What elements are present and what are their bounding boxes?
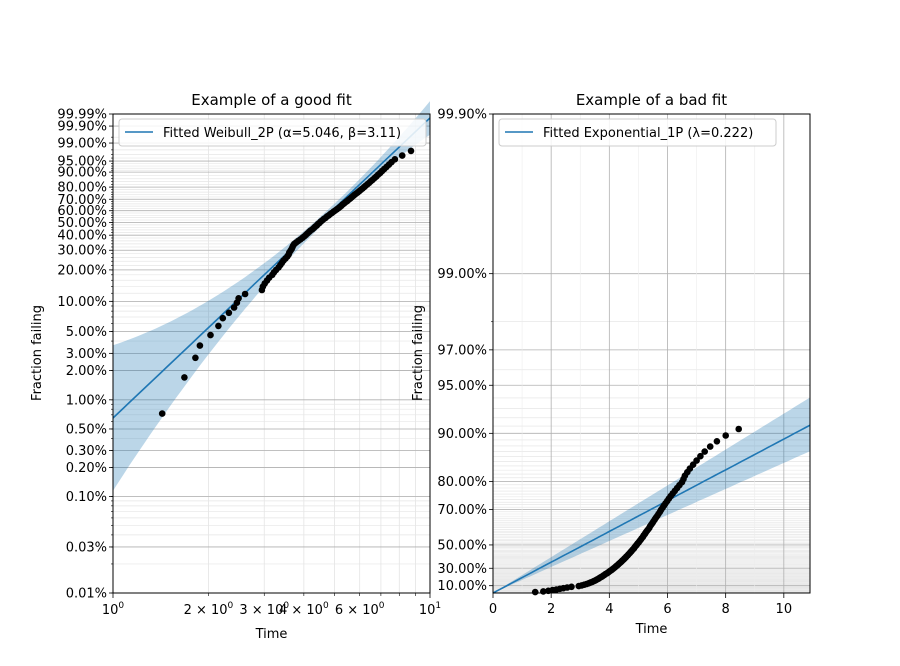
- bad-fit-x-tick-label: 0: [489, 602, 497, 617]
- bad-fit-x-tick-label: 2: [547, 602, 555, 617]
- good-fit-y-tick-label: 20.00%: [57, 263, 107, 278]
- bad-fit-x-tick-label: 4: [605, 602, 613, 617]
- good-fit-x-minor-tick-label: 4 × 100: [279, 601, 329, 618]
- good-fit-y-tick-label: 10.00%: [57, 295, 107, 310]
- bad-fit-legend-box: [498, 118, 777, 147]
- good-fit-weibull-line: [112, 117, 431, 419]
- good-fit-legend-label: Fitted Weibull_2P (α=5.046, β=3.11): [163, 126, 401, 141]
- bad-fit-data-point: [706, 443, 714, 450]
- bad-fit-data-point: [531, 588, 539, 596]
- good-fit-y-tick-label: 50.00%: [57, 216, 107, 231]
- good-fit-y-tick-label: 80.00%: [57, 181, 107, 196]
- good-fit-data-point: [241, 290, 249, 298]
- good-fit-y-tick-label: 99.90%: [57, 120, 107, 135]
- good-fit-y-tick-label: 0.20%: [66, 461, 107, 476]
- good-fit-y-tick-label: 70.00%: [57, 193, 107, 208]
- bad-fit-title: Example of a bad fit: [576, 91, 727, 109]
- good-fit-y-tick-label: 90.00%: [57, 166, 107, 181]
- good-fit-x-minor-tick-label: 2 × 100: [184, 601, 234, 618]
- good-fit-y-tick-label: 0.03%: [66, 540, 107, 555]
- bad-fit-y-tick-label: 95.00%: [437, 379, 487, 394]
- good-fit-data-point: [219, 314, 227, 322]
- good-fit-y-tick-label: 99.00%: [57, 137, 107, 152]
- good-fit-data-point: [196, 342, 204, 349]
- bad-fit-y-tick-label: 10.00%: [437, 579, 487, 594]
- good-fit-data-point: [391, 156, 399, 163]
- bad-fit-y-tick-label: 99.90%: [437, 108, 487, 123]
- good-fit-points: [158, 147, 415, 417]
- good-fit-data-point: [207, 331, 214, 339]
- good-fit-y-tick-label: 99.99%: [57, 108, 107, 123]
- bad-fit-fitted-line: [492, 424, 811, 594]
- good-fit-data-point: [225, 309, 233, 317]
- good-fit-y-tick-label: 30.00%: [57, 244, 107, 259]
- good-fit-data-point: [158, 410, 166, 417]
- bad-fit-points: [531, 425, 742, 596]
- bad-fit-data-point: [697, 452, 704, 460]
- good-fit-x-minor-tick-label: 6 × 100: [335, 601, 385, 618]
- good-fit-y-tick-label: 60.00%: [57, 204, 107, 219]
- bad-fit-y-tick-label: 97.00%: [437, 343, 487, 358]
- good-fit-data-point: [192, 354, 199, 362]
- good-fit-y-tick-label: 1.00%: [66, 393, 107, 408]
- good-fit-ylabel: Fraction failing: [30, 305, 45, 401]
- good-fit-data-point: [398, 152, 406, 159]
- good-fit-y-tick-label: 40.00%: [57, 229, 107, 244]
- bad-fit-x-tick-label: 8: [722, 602, 730, 617]
- bad-fit-y-tick-label: 50.00%: [437, 538, 487, 553]
- bad-fit-y-tick-label: 90.00%: [437, 427, 487, 442]
- bad-fit-y-tick-label: 99.00%: [437, 267, 487, 282]
- good-fit-y-tick-label: 0.01%: [66, 587, 107, 602]
- good-fit-data-point: [230, 304, 238, 311]
- good-fit-title: Example of a good fit: [191, 91, 352, 109]
- bad-fit-data-point: [722, 432, 729, 439]
- good-fit-legend-box: [118, 118, 427, 147]
- bad-fit-data-point: [713, 438, 721, 445]
- bad-fit-x-ticks: 0 2 4 6 8 10: [489, 593, 792, 617]
- good-fit-xlabel: Time: [255, 627, 288, 642]
- good-fit-y-tick-label: 0.30%: [66, 444, 107, 459]
- bad-fit-ylabel: Fraction failing: [411, 305, 426, 401]
- good-fit-x-tick-label: 100: [102, 601, 125, 618]
- bad-fit-data-point: [701, 448, 708, 455]
- bad-fit-x-tick-label: 6: [663, 602, 671, 617]
- bad-fit-x-tick-label: 10: [776, 602, 793, 617]
- bad-fit-y-tick-label: 70.00%: [437, 503, 487, 518]
- good-fit-data-point: [181, 374, 188, 381]
- good-fit-y-tick-label: 2.00%: [66, 364, 107, 379]
- good-fit-y-tick-label: 3.00%: [66, 347, 107, 362]
- good-fit-y-ticks: 0.01% 0.03% 0.10% 0.20% 0.30% 0.50% 1.00% 2.00%…: [57, 108, 113, 602]
- bad-fit-data-point: [693, 457, 700, 464]
- bad-fit-data-point: [735, 425, 742, 433]
- bad-fit-xlabel: Time: [635, 622, 668, 637]
- bad-fit-panel: 0 2 4 6 8 10 10.00% 30.00% 50.00% 70.00% 80.00% 90…: [411, 91, 811, 637]
- bad-fit-y-ticks: 10.00% 30.00% 50.00% 70.00% 80.00% 90.00% 95.0…: [437, 108, 493, 594]
- good-fit-y-tick-label: 5.00%: [66, 325, 107, 340]
- bad-fit-y-tick-label: 30.00%: [437, 562, 487, 577]
- good-fit-data-point: [215, 322, 222, 330]
- good-fit-data-point: [235, 295, 242, 302]
- good-fit-y-tick-label: 0.10%: [66, 490, 107, 505]
- good-fit-data-point: [407, 147, 415, 155]
- bad-fit-legend: Fitted Exponential_1P (λ=0.222): [498, 118, 777, 147]
- bad-fit-legend-label: Fitted Exponential_1P (λ=0.222): [543, 126, 753, 141]
- good-fit-legend: Fitted Weibull_2P (α=5.046, β=3.11): [118, 118, 427, 147]
- bad-fit-axes-frame: [492, 113, 811, 594]
- good-fit-y-tick-label: 0.50%: [66, 422, 107, 437]
- good-fit-fitted-line: [112, 117, 431, 419]
- bad-fit-exponential-line: [492, 424, 811, 594]
- bad-fit-y-tick-label: 80.00%: [437, 475, 487, 490]
- good-fit-y-tick-label: 95.00%: [57, 155, 107, 170]
- good-fit-x-tick-label: 101: [419, 601, 441, 618]
- good-fit-x-minor-tick-label: 3 × 100: [239, 601, 289, 618]
- bad-fit-data-point: [568, 583, 575, 591]
